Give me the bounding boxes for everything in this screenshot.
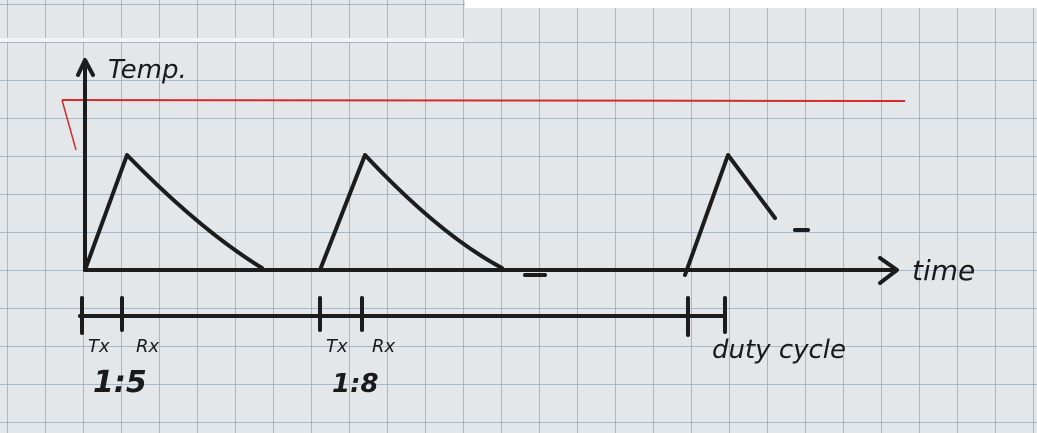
paper-edge (0, 38, 465, 42)
tx-label: Tx (88, 336, 110, 357)
paper-edge (465, 0, 1037, 8)
x-axis-label: time (912, 254, 975, 287)
rx-label: Rx (372, 336, 396, 357)
axes (76, 58, 899, 285)
tx-label: Tx (326, 336, 348, 357)
y-axis-label: Temp. (108, 55, 187, 85)
temperature-curves (83, 153, 810, 277)
ratio-label: 1:5 (93, 365, 147, 400)
rx-label: Rx (136, 336, 160, 357)
timeline (78, 296, 727, 337)
limit-line (61, 99, 906, 102)
limit-tick (61, 99, 77, 151)
ratio-label: 1:8 (332, 369, 379, 399)
duty-cycle-label: duty cycle (712, 335, 846, 365)
